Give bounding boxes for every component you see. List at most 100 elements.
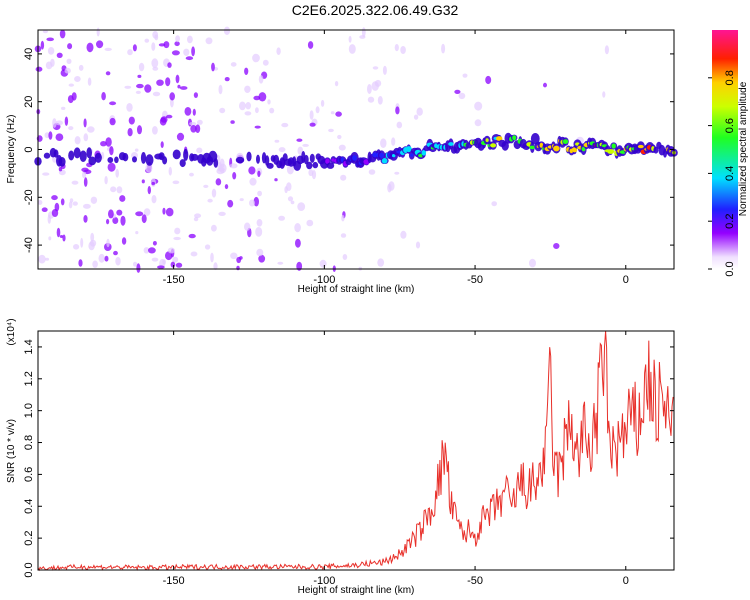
heatmap-cell xyxy=(86,42,94,53)
heatmap-cell xyxy=(367,84,372,94)
colorbar-tick-label: 0.2 xyxy=(724,214,736,229)
heatmap-cell xyxy=(195,124,201,133)
heatmap-cell xyxy=(278,147,286,153)
heatmap-cell xyxy=(258,75,264,84)
y-tick-label: 20 xyxy=(23,96,35,108)
heatmap-cell xyxy=(232,172,237,180)
heatmap-cell xyxy=(245,102,251,110)
heatmap-cell xyxy=(361,27,366,37)
heatmap-ridge-cell xyxy=(530,133,540,145)
heatmap-cell xyxy=(59,235,64,238)
heatmap-cell xyxy=(92,260,98,268)
heatmap-cell xyxy=(192,108,196,116)
heatmap-cell xyxy=(96,27,100,37)
heatmap-cell xyxy=(145,163,153,173)
heatmap-ridge-cell xyxy=(132,156,137,163)
heatmap-cell xyxy=(474,119,482,127)
heatmap-cell xyxy=(121,237,127,245)
heatmap-cell xyxy=(441,43,446,54)
heatmap-ridge-cell xyxy=(190,153,199,161)
heatmap-cell xyxy=(48,236,52,241)
heatmap-cell xyxy=(394,44,399,52)
chart-title: C2E6.2025.322.06.49.G32 xyxy=(291,2,459,18)
heatmap-cell xyxy=(415,241,421,249)
heatmap-cell xyxy=(328,128,334,133)
heatmap-cell xyxy=(109,117,116,126)
heatmap-cell xyxy=(64,116,69,126)
heatmap-cell xyxy=(388,181,395,191)
heatmap-cell xyxy=(258,92,267,102)
heatmap-cell xyxy=(35,66,43,72)
heatmap-cell xyxy=(184,107,192,116)
heatmap-cell xyxy=(269,107,275,114)
heatmap-cell xyxy=(396,121,403,129)
x-tick-label: -100 xyxy=(313,274,335,286)
heatmap-cell xyxy=(68,126,74,131)
heatmap-ridge-cell xyxy=(172,149,181,160)
heatmap-cell xyxy=(183,48,190,56)
heatmap-cell xyxy=(126,103,133,112)
x-tick-label: -100 xyxy=(313,575,335,587)
heatmap-ridge-core xyxy=(381,158,388,164)
heatmap-cell xyxy=(109,146,114,156)
heatmap-cell xyxy=(162,207,166,215)
heatmap-cell xyxy=(416,107,423,116)
heatmap-cell xyxy=(335,111,342,117)
heatmap-ridge-core xyxy=(539,142,544,148)
y-tick-label: 1.2 xyxy=(23,371,35,386)
heatmap-ridge-cell xyxy=(79,150,87,162)
heatmap-cell xyxy=(152,91,161,97)
heatmap-cell xyxy=(61,106,66,110)
heatmap-cell xyxy=(127,128,133,137)
heatmap-cell xyxy=(217,161,222,170)
heatmap-cell xyxy=(236,256,242,264)
heatmap-cell xyxy=(287,196,294,202)
heatmap-cell xyxy=(227,199,234,208)
heatmap-cell xyxy=(372,66,379,70)
y-tick-label: 40 xyxy=(23,48,35,60)
heatmap-cell xyxy=(48,131,53,140)
heatmap-ridge-cell xyxy=(246,151,252,162)
spectrum-heatmap: -150 -100 -50 0 -40 -20 0 20 40 Height of straig… xyxy=(6,26,678,295)
heatmap-cell xyxy=(151,195,157,204)
heatmap-cell xyxy=(144,84,152,93)
heatmap-cell xyxy=(297,202,306,212)
heatmap-cell xyxy=(204,244,211,250)
heatmap-ridge-core xyxy=(392,154,396,158)
heatmap-ridge-core xyxy=(421,150,427,156)
heatmap-ridge-cell xyxy=(140,152,147,164)
heatmap-ridge-cell xyxy=(312,161,319,169)
heatmap-cell xyxy=(173,236,181,241)
heatmap-cell xyxy=(60,198,65,206)
heatmap-cell xyxy=(128,116,135,125)
heatmap-cell xyxy=(253,196,259,207)
heatmap-cell xyxy=(309,122,316,127)
heatmap-ridge-core xyxy=(571,147,578,153)
heatmap-cell xyxy=(307,41,314,49)
heatmap-xlabel: Height of straight line (km) xyxy=(298,284,415,295)
heatmap-cell xyxy=(276,47,281,55)
heatmap-cell xyxy=(244,67,249,76)
heatmap-cell xyxy=(190,251,198,257)
heatmap-cell xyxy=(258,254,266,263)
heatmap-cell xyxy=(83,133,89,142)
heatmap-cell xyxy=(51,195,58,201)
heatmap-cell xyxy=(168,166,172,176)
heatmap-cell xyxy=(143,247,150,254)
heatmap-cell xyxy=(377,96,383,105)
heatmap-ridge-cell xyxy=(309,153,315,163)
heatmap-cell xyxy=(41,207,48,212)
heatmap-cell xyxy=(83,118,87,128)
heatmap-cell xyxy=(219,107,226,114)
heatmap-cell xyxy=(278,215,285,221)
heatmap-cell xyxy=(211,224,217,232)
heatmap-cell xyxy=(144,38,150,43)
heatmap-cell xyxy=(368,169,376,175)
heatmap-cell xyxy=(277,261,284,265)
heatmap-cell xyxy=(253,95,261,101)
heatmap-cell xyxy=(45,257,50,261)
heatmap-ylabel: Frequency (Hz) xyxy=(6,115,17,184)
heatmap-cell xyxy=(87,126,95,133)
heatmap-cell xyxy=(141,214,147,224)
